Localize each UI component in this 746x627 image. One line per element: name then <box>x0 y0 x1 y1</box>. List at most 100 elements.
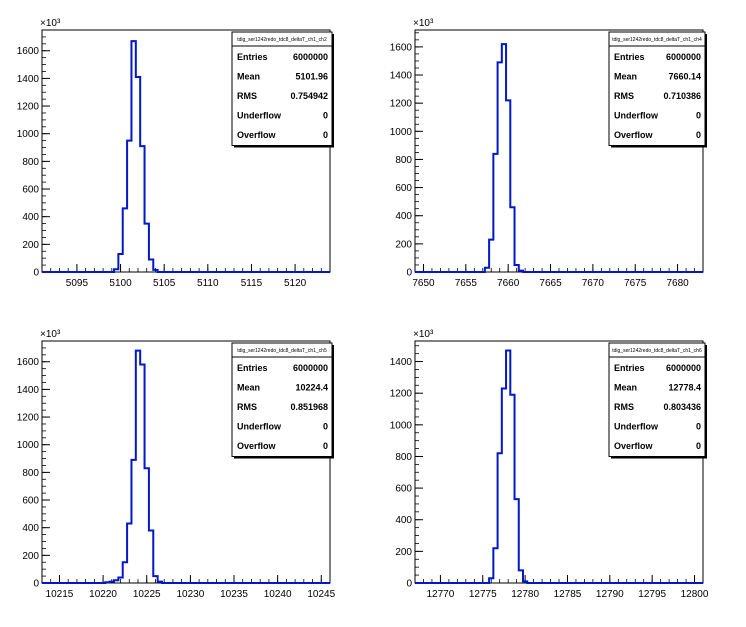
stats-value: 0.803436 <box>663 402 701 412</box>
y-tick-label: 1600 <box>390 42 413 53</box>
y-tick-label: 0 <box>406 268 412 279</box>
x-tick-label: 5110 <box>197 278 219 289</box>
x-tick-label: 10240 <box>264 589 292 600</box>
histogram-panel-1: 0 200 400 600 800 1000 1200 1400 1600 5095 5100 510… <box>17 18 334 289</box>
stats-label: Underflow <box>614 422 659 432</box>
x-tick-label: 7650 <box>412 278 435 289</box>
x-tick-label: 10215 <box>46 589 74 600</box>
histogram-bin <box>506 350 510 583</box>
y-tick-label: 600 <box>22 496 39 507</box>
y-tick-label: 200 <box>395 547 412 558</box>
y-tick-label: 200 <box>22 240 39 251</box>
y-multiplier-label: ×10³ <box>413 18 434 29</box>
histogram-bin <box>485 268 489 272</box>
histogram-bin <box>118 254 122 272</box>
x-tick-label: 10225 <box>133 589 161 600</box>
y-tick-label: 1600 <box>17 357 40 368</box>
histogram-bin <box>523 581 527 583</box>
y-multiplier-label: ×10³ <box>40 329 61 340</box>
histogram-bin <box>110 582 114 583</box>
histogram-bin <box>140 146 144 272</box>
y-tick-label: 1000 <box>17 129 40 140</box>
stats-value: 0 <box>323 441 328 451</box>
y-tick-label: 800 <box>395 452 412 463</box>
stats-label: RMS <box>614 91 634 101</box>
stats-box <box>608 342 706 457</box>
histogram-bin <box>498 62 502 272</box>
histogram-bin <box>149 530 153 583</box>
histogram-bin <box>506 100 510 272</box>
y-tick-label: 1200 <box>17 102 40 113</box>
y-tick-label: 1000 <box>390 420 413 431</box>
y-tick-label: 800 <box>395 155 412 166</box>
stats-value: 0.851968 <box>290 402 328 412</box>
stats-value: 0 <box>696 441 701 451</box>
x-tick-label: 5120 <box>284 278 307 289</box>
y-tick-label: 1000 <box>390 127 413 138</box>
histogram-bin <box>515 499 519 583</box>
x-tick-label: 12800 <box>681 589 709 600</box>
x-tick-label: 7670 <box>582 278 605 289</box>
histogram-bin <box>123 208 127 272</box>
y-multiplier-label: ×10³ <box>413 329 434 340</box>
y-tick-label: 400 <box>22 212 39 223</box>
stats-value: 6000000 <box>293 363 328 373</box>
x-tick-label: 7665 <box>539 278 562 289</box>
stats-label: Mean <box>614 383 637 393</box>
stats-value: 0 <box>696 422 701 432</box>
histogram-bin <box>153 270 157 272</box>
stats-label: Entries <box>237 363 268 373</box>
histogram-bin <box>502 388 506 583</box>
y-multiplier-label: ×10³ <box>40 18 61 29</box>
histogram-bin <box>118 577 122 583</box>
stats-title: tdig_ser1242redo_tdc8_deltaT_ch1_ch6 <box>612 348 702 354</box>
histogram-series <box>415 43 703 273</box>
y-tick-label: 0 <box>33 268 39 279</box>
x-tick-label: 12790 <box>596 589 624 600</box>
stats-label: Overflow <box>614 441 654 451</box>
histogram-bin <box>131 460 135 583</box>
stats-label: Overflow <box>237 130 277 140</box>
stats-label: Mean <box>614 72 637 82</box>
y-tick-label: 800 <box>22 157 39 168</box>
stats-label: Underflow <box>614 111 659 121</box>
stats-value: 0 <box>323 130 328 140</box>
x-tick-label: 12770 <box>427 589 455 600</box>
x-tick-label: 7660 <box>497 278 520 289</box>
x-tick-label: 7655 <box>455 278 478 289</box>
y-tick-label: 200 <box>22 551 39 562</box>
histogram-bin <box>127 524 131 583</box>
y-tick-label: 1600 <box>17 46 40 57</box>
stats-box <box>231 31 333 146</box>
x-tick-label: 10230 <box>176 589 204 600</box>
y-tick-label: 1400 <box>390 71 413 82</box>
y-tick-label: 400 <box>395 211 412 222</box>
histogram-bin <box>140 365 144 583</box>
histogram-bin <box>498 453 502 583</box>
y-tick-label: 1200 <box>390 389 413 400</box>
x-tick-label: 12780 <box>511 589 539 600</box>
histogram-bin <box>510 395 514 583</box>
stats-title: tdig_ser1242redo_tdc8_deltaT_ch1_ch5 <box>237 348 327 354</box>
histogram-bin <box>489 578 493 583</box>
histogram-bin <box>493 154 497 272</box>
y-tick-label: 1000 <box>17 440 40 451</box>
x-tick-label: 12775 <box>469 589 497 600</box>
y-tick-label: 400 <box>22 523 39 534</box>
stats-label: Underflow <box>237 422 282 432</box>
histogram-series <box>415 349 703 584</box>
y-tick-label: 1200 <box>390 99 413 110</box>
histogram-bin <box>149 260 153 272</box>
stats-value: 0.710386 <box>663 91 701 101</box>
histogram-bin <box>515 265 519 272</box>
stats-label: Mean <box>237 72 260 82</box>
stats-value: 6000000 <box>666 52 701 62</box>
y-tick-label: 1400 <box>390 357 413 368</box>
stats-value: 12778.4 <box>668 383 701 393</box>
histogram-bin <box>123 562 127 583</box>
stats-value: 0.754942 <box>290 91 328 101</box>
stats-label: Overflow <box>614 130 654 140</box>
x-tick-label: 5115 <box>241 278 263 289</box>
histogram-panel-2: 0 200 400 600 800 1000 1200 1400 1600 7650 7655 766… <box>390 18 707 289</box>
y-tick-label: 600 <box>22 185 39 196</box>
